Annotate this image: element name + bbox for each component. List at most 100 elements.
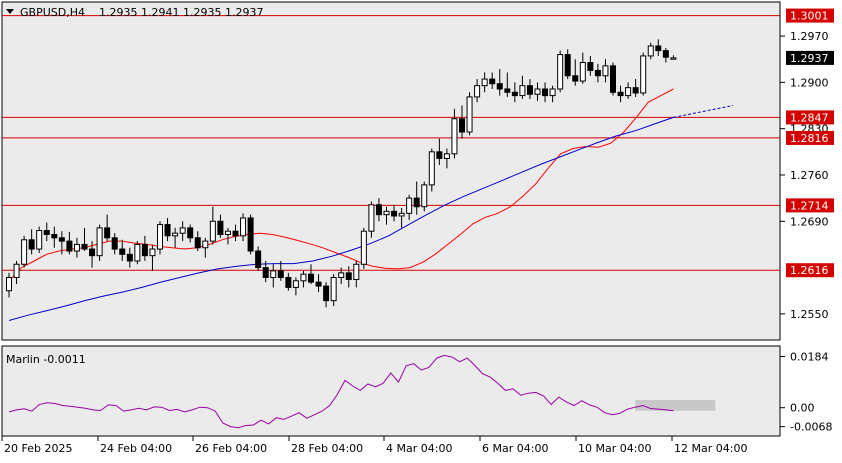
candle-body bbox=[330, 276, 337, 302]
candle-body bbox=[194, 237, 201, 249]
candle-body bbox=[202, 240, 209, 249]
candle-body bbox=[557, 54, 564, 90]
candle-body bbox=[21, 239, 28, 265]
candle-body bbox=[466, 96, 473, 133]
candle-body bbox=[391, 210, 398, 217]
y-tick-label: 1.2900 bbox=[790, 76, 829, 89]
indicator-plot-area[interactable] bbox=[1, 345, 781, 437]
candle-body bbox=[111, 237, 118, 250]
candle-body bbox=[572, 75, 579, 82]
candle-body bbox=[119, 248, 126, 255]
symbol-label: GBPUSD,H4 bbox=[20, 6, 85, 19]
candle-body bbox=[662, 50, 669, 58]
candle-body bbox=[270, 270, 277, 278]
level-price-label: 1.3001 bbox=[790, 10, 829, 23]
candle-body bbox=[406, 197, 413, 214]
y-tick-label: 1.2550 bbox=[790, 308, 829, 321]
candle-body bbox=[617, 91, 624, 97]
marlin-projection-box bbox=[635, 399, 716, 411]
candle-body bbox=[315, 281, 322, 287]
candle-body bbox=[323, 285, 330, 302]
x-tick-label: 20 Feb 2025 bbox=[4, 442, 72, 455]
candle-body bbox=[398, 212, 405, 217]
candle-body bbox=[300, 273, 307, 282]
x-tick-label: 6 Mar 04:00 bbox=[482, 442, 548, 455]
x-tick-label: 24 Feb 04:00 bbox=[100, 442, 172, 455]
candle-body bbox=[375, 204, 382, 216]
ohlc-readout: 1.2935 1.2941 1.2935 1.2937 bbox=[99, 6, 263, 19]
y-tick-label: 1.2970 bbox=[790, 30, 829, 43]
level-price-label: 1.2816 bbox=[790, 132, 829, 145]
x-tick-label: 26 Feb 04:00 bbox=[195, 442, 267, 455]
candle-body bbox=[240, 217, 247, 237]
candle-body bbox=[255, 250, 262, 269]
candle-body bbox=[534, 88, 541, 95]
y-tick-label: 1.2760 bbox=[790, 169, 829, 182]
candle-body bbox=[187, 227, 194, 239]
x-tick-label: 10 Mar 04:00 bbox=[578, 442, 651, 455]
candle-body bbox=[481, 78, 488, 87]
candle-body bbox=[602, 65, 609, 77]
candle-body bbox=[587, 62, 594, 71]
candle-body bbox=[459, 118, 465, 133]
candle-body bbox=[292, 280, 299, 288]
candle-body bbox=[428, 151, 435, 186]
candle-body bbox=[81, 243, 88, 250]
candle-body bbox=[579, 62, 586, 82]
candle-body bbox=[277, 270, 284, 278]
candle-body bbox=[496, 83, 503, 90]
slow-ma-line bbox=[8, 116, 674, 321]
candle-body bbox=[474, 85, 481, 98]
candle-body bbox=[368, 204, 375, 232]
candle-body bbox=[353, 263, 360, 280]
level-price-tag bbox=[786, 263, 834, 278]
indicator-title: Marlin -0.0011 bbox=[6, 353, 86, 366]
candle-body bbox=[647, 45, 654, 57]
candle-body bbox=[489, 78, 496, 85]
current-price-label: 1.2937 bbox=[790, 52, 829, 65]
candle-body bbox=[141, 243, 148, 257]
candle-body bbox=[360, 230, 367, 265]
candle-body bbox=[73, 243, 80, 252]
candle-body bbox=[594, 69, 601, 77]
candle-body bbox=[149, 248, 156, 257]
candle-body bbox=[526, 85, 533, 95]
candle-body bbox=[285, 276, 292, 288]
candle-body bbox=[511, 91, 518, 97]
candle-body bbox=[6, 276, 12, 292]
candle-body bbox=[51, 233, 58, 239]
level-price-tag bbox=[786, 110, 834, 125]
x-tick-label: 12 Mar 04:00 bbox=[674, 442, 747, 455]
candle-body bbox=[232, 230, 239, 237]
candle-body bbox=[308, 273, 314, 283]
candle-body bbox=[224, 230, 231, 235]
candle-body bbox=[632, 87, 639, 94]
fast-ma-line bbox=[8, 88, 674, 282]
candle-body bbox=[134, 243, 141, 262]
candle-body bbox=[549, 88, 556, 97]
candle-body bbox=[443, 153, 450, 159]
candle-body bbox=[670, 57, 677, 60]
level-price-label: 1.2714 bbox=[790, 199, 829, 212]
x-tick-label: 28 Feb 04:00 bbox=[291, 442, 363, 455]
x-tick-label: 4 Mar 04:00 bbox=[386, 442, 452, 455]
candle-body bbox=[625, 87, 632, 97]
level-price-tag bbox=[786, 130, 834, 145]
candle-body bbox=[564, 54, 571, 77]
candle-body bbox=[383, 210, 390, 216]
candle-body bbox=[43, 230, 50, 235]
indicator-y-label: -0.0068 bbox=[790, 421, 832, 434]
candle-body bbox=[217, 220, 224, 235]
level-price-tag bbox=[786, 198, 834, 213]
slow-ma-projection bbox=[673, 105, 734, 118]
candle-body bbox=[519, 85, 526, 97]
dropdown-triangle-icon[interactable] bbox=[6, 9, 14, 14]
candle-body bbox=[504, 88, 511, 93]
candle-body bbox=[451, 118, 458, 155]
level-price-label: 1.2847 bbox=[790, 111, 829, 124]
candle-body bbox=[89, 248, 96, 257]
candle-body bbox=[58, 237, 65, 242]
indicator-y-label: 0.0184 bbox=[790, 350, 829, 363]
